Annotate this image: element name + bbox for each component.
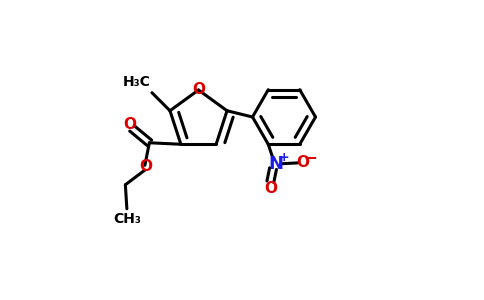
Text: CH₃: CH₃ [113,212,141,226]
Text: O: O [139,159,152,174]
Text: +: + [279,151,289,164]
Text: H₃C: H₃C [123,75,151,89]
Text: O: O [192,82,205,97]
Text: O: O [124,117,136,132]
Text: −: − [303,148,317,166]
Text: N: N [268,155,283,173]
Text: O: O [296,155,309,170]
Text: O: O [264,181,277,196]
